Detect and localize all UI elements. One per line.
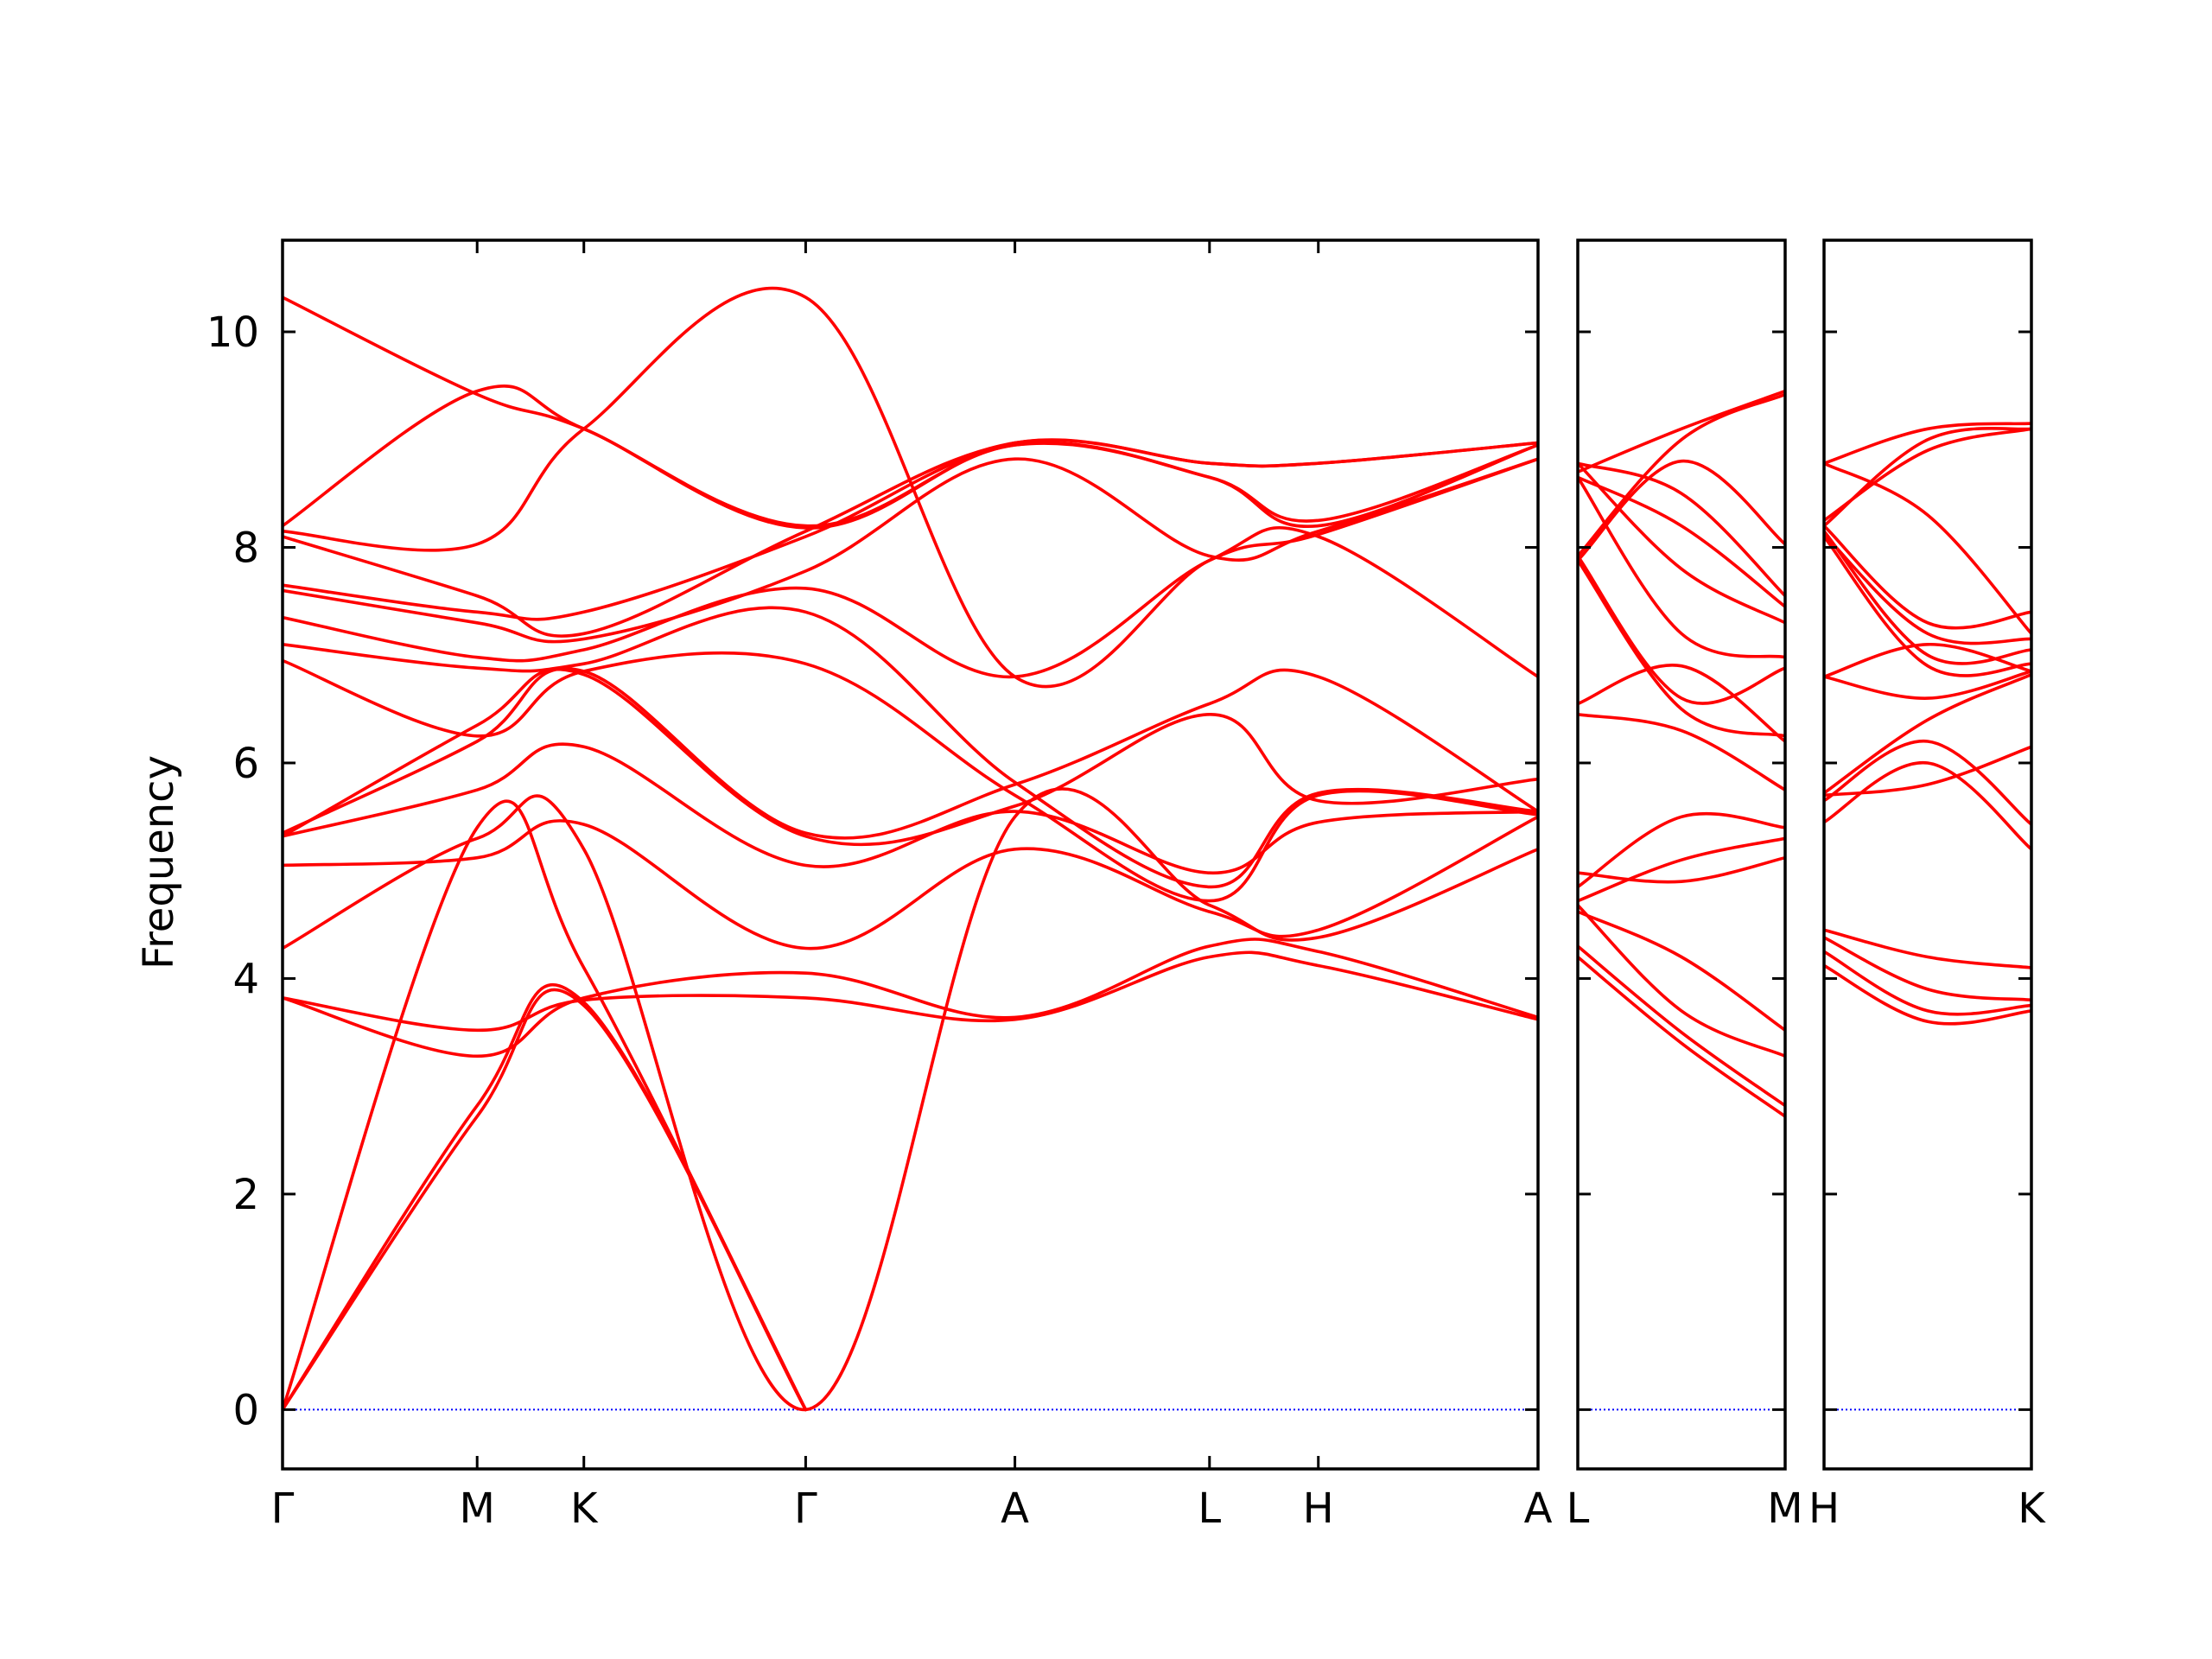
- band-line-1-10: [1578, 554, 1785, 705]
- panel-frame-0: [281, 238, 1540, 1471]
- band-line-0-12: [283, 525, 1538, 679]
- band-line-1-4: [1578, 855, 1785, 884]
- band-line-1-17: [1578, 389, 1785, 474]
- band-line-1-0: [1578, 955, 1785, 1118]
- band-line-1-16: [1578, 392, 1785, 558]
- band-line-0-15: [283, 438, 1538, 638]
- x-tick-label: A: [1524, 1484, 1553, 1533]
- band-lines-layer: [283, 286, 2031, 1412]
- band-line-2-4: [1824, 761, 2031, 851]
- y-tick-label: 10: [207, 308, 259, 357]
- panel-frames-layer: [281, 238, 2033, 1471]
- x-tick-label: H: [1808, 1484, 1840, 1533]
- band-line-2-9: [1824, 642, 2031, 678]
- y-tick-label: 0: [232, 1386, 259, 1434]
- x-tick-label: A: [1001, 1484, 1029, 1533]
- band-line-2-0: [1824, 963, 2031, 1026]
- panel-1-bands: [1578, 389, 1785, 1411]
- x-tick-label: H: [1303, 1484, 1334, 1533]
- band-line-0-0: [283, 988, 808, 1412]
- y-tick-label: 8: [232, 524, 259, 573]
- x-tick-label: K: [2018, 1484, 2046, 1533]
- band-line-1-8: [1578, 663, 1785, 743]
- x-tick-label: L: [1567, 1484, 1590, 1533]
- panel-frame-1: [1576, 238, 1787, 1471]
- band-line-0-7: [283, 742, 1538, 875]
- band-line-1-13: [1578, 475, 1785, 608]
- band-line-2-1: [1824, 950, 2031, 1016]
- band-line-0-10: [283, 651, 1538, 903]
- band-line-2-6: [1824, 745, 2031, 798]
- band-line-2-12: [1824, 532, 2031, 645]
- panel-2-bands: [1824, 422, 2031, 1411]
- band-line-0-1: [283, 982, 808, 1412]
- band-line-2-7: [1824, 672, 2031, 795]
- band-line-2-10: [1824, 535, 2031, 677]
- x-tick-label: Γ: [794, 1484, 817, 1533]
- x-tick-label: K: [570, 1484, 599, 1533]
- y-axis-label: Frequency: [135, 755, 183, 969]
- band-line-0-6: [283, 815, 1538, 950]
- band-line-2-11: [1824, 530, 2031, 665]
- band-line-0-3: [283, 950, 1538, 1033]
- band-line-2-8: [1824, 670, 2031, 700]
- band-line-2-16: [1824, 427, 2031, 528]
- panel-frame-2: [1822, 238, 2033, 1471]
- band-line-1-2: [1578, 903, 1785, 1058]
- band-line-0-2: [283, 799, 808, 1412]
- band-line-0-18: [283, 296, 1538, 530]
- band-line-1-11: [1578, 475, 1785, 659]
- x-tick-label: M: [460, 1484, 495, 1533]
- band-line-0-11: [283, 606, 1538, 889]
- band-line-1-14: [1578, 461, 1785, 598]
- x-tick-label: L: [1198, 1484, 1221, 1533]
- panel-0-bands: [283, 286, 1538, 1412]
- y-tick-label: 6: [232, 740, 259, 788]
- band-line-1-1: [1578, 944, 1785, 1108]
- band-line-2-14: [1824, 461, 2031, 636]
- band-line-0-8: [283, 668, 1538, 847]
- band-line-1-7: [1578, 713, 1785, 791]
- band-line-1-12: [1578, 461, 1785, 625]
- x-tick-label: M: [1767, 1484, 1802, 1533]
- band-line-2-17: [1824, 422, 2031, 465]
- x-tick-label: Γ: [271, 1484, 295, 1533]
- y-tick-label: 2: [232, 1171, 259, 1219]
- band-line-1-5: [1578, 836, 1785, 903]
- y-tick-label: 4: [232, 955, 259, 1003]
- band-line-2-2: [1824, 936, 2031, 1002]
- band-line-2-3: [1824, 928, 2031, 969]
- band-line-1-9: [1578, 558, 1785, 738]
- band-line-1-6: [1578, 811, 1785, 889]
- band-line-0-9: [283, 666, 1538, 840]
- band-line-1-15: [1578, 459, 1785, 563]
- band-line-0-5: [283, 787, 1538, 1412]
- band-line-2-13: [1824, 524, 2031, 630]
- band-line-0-16: [283, 286, 1538, 689]
- band-line-0-4: [283, 938, 1538, 1058]
- band-line-1-3: [1578, 910, 1785, 1033]
- band-line-2-5: [1824, 740, 2031, 826]
- band-line-0-14: [283, 441, 1538, 621]
